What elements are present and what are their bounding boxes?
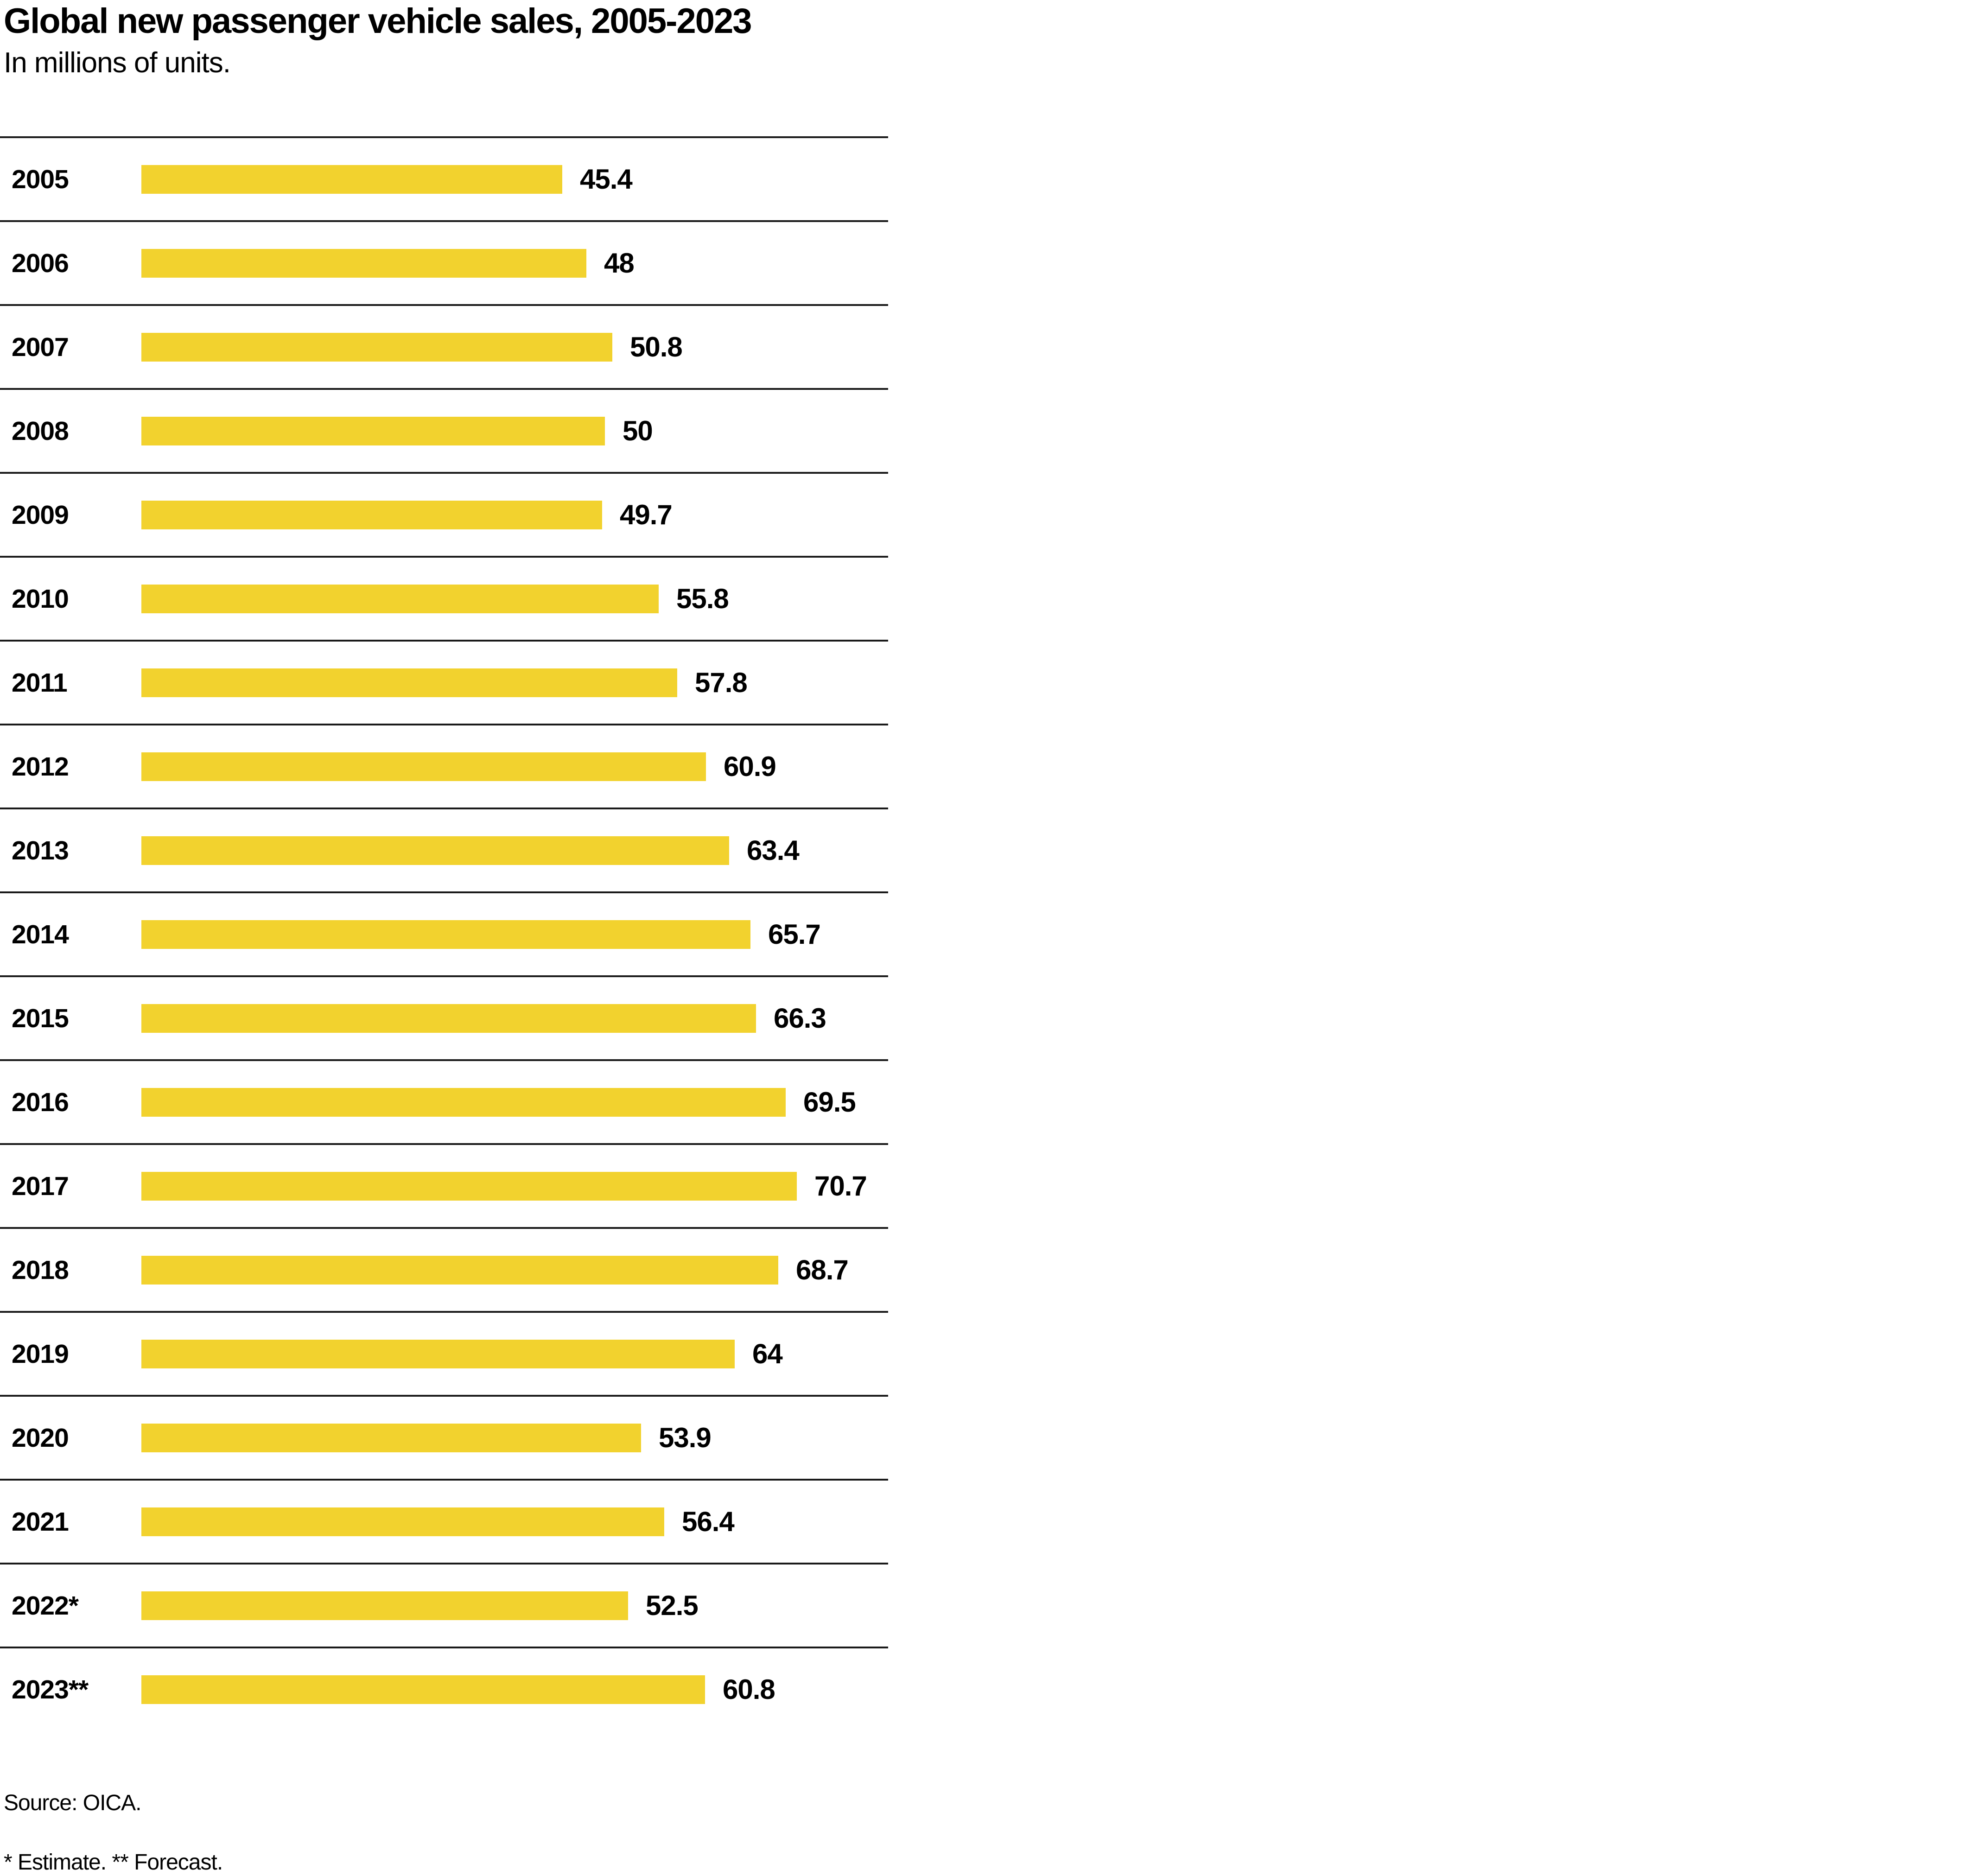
value-bar — [141, 1004, 756, 1033]
chart-row: 2021 56.4 — [0, 1479, 888, 1563]
value-label: 60.9 — [724, 751, 776, 782]
chart-row: 2007 50.8 — [0, 304, 888, 388]
footnote: * Estimate. ** Forecast. — [4, 1850, 223, 1875]
chart-subtitle: In millions of units. — [4, 46, 231, 79]
chart-row: 2023** 60.8 — [0, 1647, 888, 1730]
value-label: 64 — [752, 1338, 783, 1369]
year-label: 2012 — [12, 751, 69, 782]
chart-row: 2005 45.4 — [0, 136, 888, 220]
chart-row: 2008 50 — [0, 388, 888, 472]
value-bar — [141, 668, 677, 697]
year-label: 2013 — [12, 835, 69, 865]
chart-row: 2013 63.4 — [0, 808, 888, 891]
source-note: Source: OICA. — [4, 1791, 141, 1815]
value-bar — [141, 248, 586, 278]
year-label: 2006 — [12, 248, 69, 278]
value-bar — [141, 416, 605, 445]
chart-row: 2019 64 — [0, 1311, 888, 1395]
chart-title: Global new passenger vehicle sales, 2005… — [4, 1, 752, 41]
value-label: 60.8 — [723, 1674, 775, 1705]
value-bar — [141, 584, 659, 613]
chart-row: 2022* 52.5 — [0, 1563, 888, 1647]
chart-row: 2009 49.7 — [0, 472, 888, 556]
value-label: 45.4 — [580, 164, 633, 195]
year-label: 2005 — [12, 164, 69, 194]
chart-row: 2017 70.7 — [0, 1143, 888, 1227]
value-bar — [141, 1171, 797, 1201]
chart-row: 2010 55.8 — [0, 556, 888, 640]
value-label: 53.9 — [659, 1422, 712, 1453]
value-bar — [141, 1087, 786, 1117]
value-bar — [141, 165, 562, 194]
value-bar — [141, 500, 602, 529]
value-label: 57.8 — [695, 667, 748, 698]
chart-row: 2006 48 — [0, 220, 888, 304]
value-label: 70.7 — [814, 1170, 867, 1202]
year-label: 2015 — [12, 1003, 69, 1033]
chart-row: 2014 65.7 — [0, 891, 888, 975]
bar-chart: 2005 45.4 2006 48 2007 50.8 2008 50 2009… — [0, 136, 888, 1730]
year-label: 2022* — [12, 1590, 79, 1621]
chart-header: Global new passenger vehicle sales, 2005… — [0, 0, 1970, 79]
value-bar — [141, 752, 706, 781]
year-label: 2009 — [12, 500, 69, 530]
year-label: 2008 — [12, 416, 69, 446]
value-label: 52.5 — [646, 1590, 699, 1621]
value-bar — [141, 1675, 705, 1704]
value-label: 50.8 — [630, 331, 683, 362]
value-bar — [141, 1339, 735, 1368]
chart-row: 2020 53.9 — [0, 1395, 888, 1479]
value-label: 49.7 — [620, 499, 673, 530]
year-label: 2017 — [12, 1171, 69, 1201]
year-label: 2010 — [12, 584, 69, 614]
value-bar — [141, 1591, 628, 1620]
value-label: 50 — [623, 415, 653, 446]
value-label: 56.4 — [682, 1506, 735, 1537]
year-label: 2007 — [12, 332, 69, 362]
year-label: 2016 — [12, 1087, 69, 1117]
value-bar — [141, 332, 612, 362]
value-bar — [141, 1507, 664, 1536]
value-label: 55.8 — [676, 583, 729, 614]
chart-row: 2011 57.8 — [0, 640, 888, 724]
year-label: 2019 — [12, 1339, 69, 1369]
value-label: 69.5 — [803, 1087, 856, 1118]
year-label: 2018 — [12, 1255, 69, 1285]
value-bar — [141, 920, 750, 949]
year-label: 2011 — [12, 668, 68, 698]
value-bar — [141, 1255, 778, 1285]
value-label: 68.7 — [796, 1254, 849, 1285]
value-label: 48 — [604, 248, 635, 279]
value-label: 63.4 — [747, 835, 800, 866]
value-bar — [141, 836, 729, 865]
value-label: 66.3 — [774, 1003, 826, 1034]
chart-row: 2016 69.5 — [0, 1059, 888, 1143]
chart-row: 2018 68.7 — [0, 1227, 888, 1311]
chart-row: 2012 60.9 — [0, 724, 888, 808]
chart-row: 2015 66.3 — [0, 975, 888, 1059]
value-label: 65.7 — [768, 919, 821, 950]
year-label: 2014 — [12, 919, 69, 949]
year-label: 2023** — [12, 1674, 89, 1704]
year-label: 2020 — [12, 1423, 69, 1453]
year-label: 2021 — [12, 1507, 69, 1537]
value-bar — [141, 1423, 641, 1452]
